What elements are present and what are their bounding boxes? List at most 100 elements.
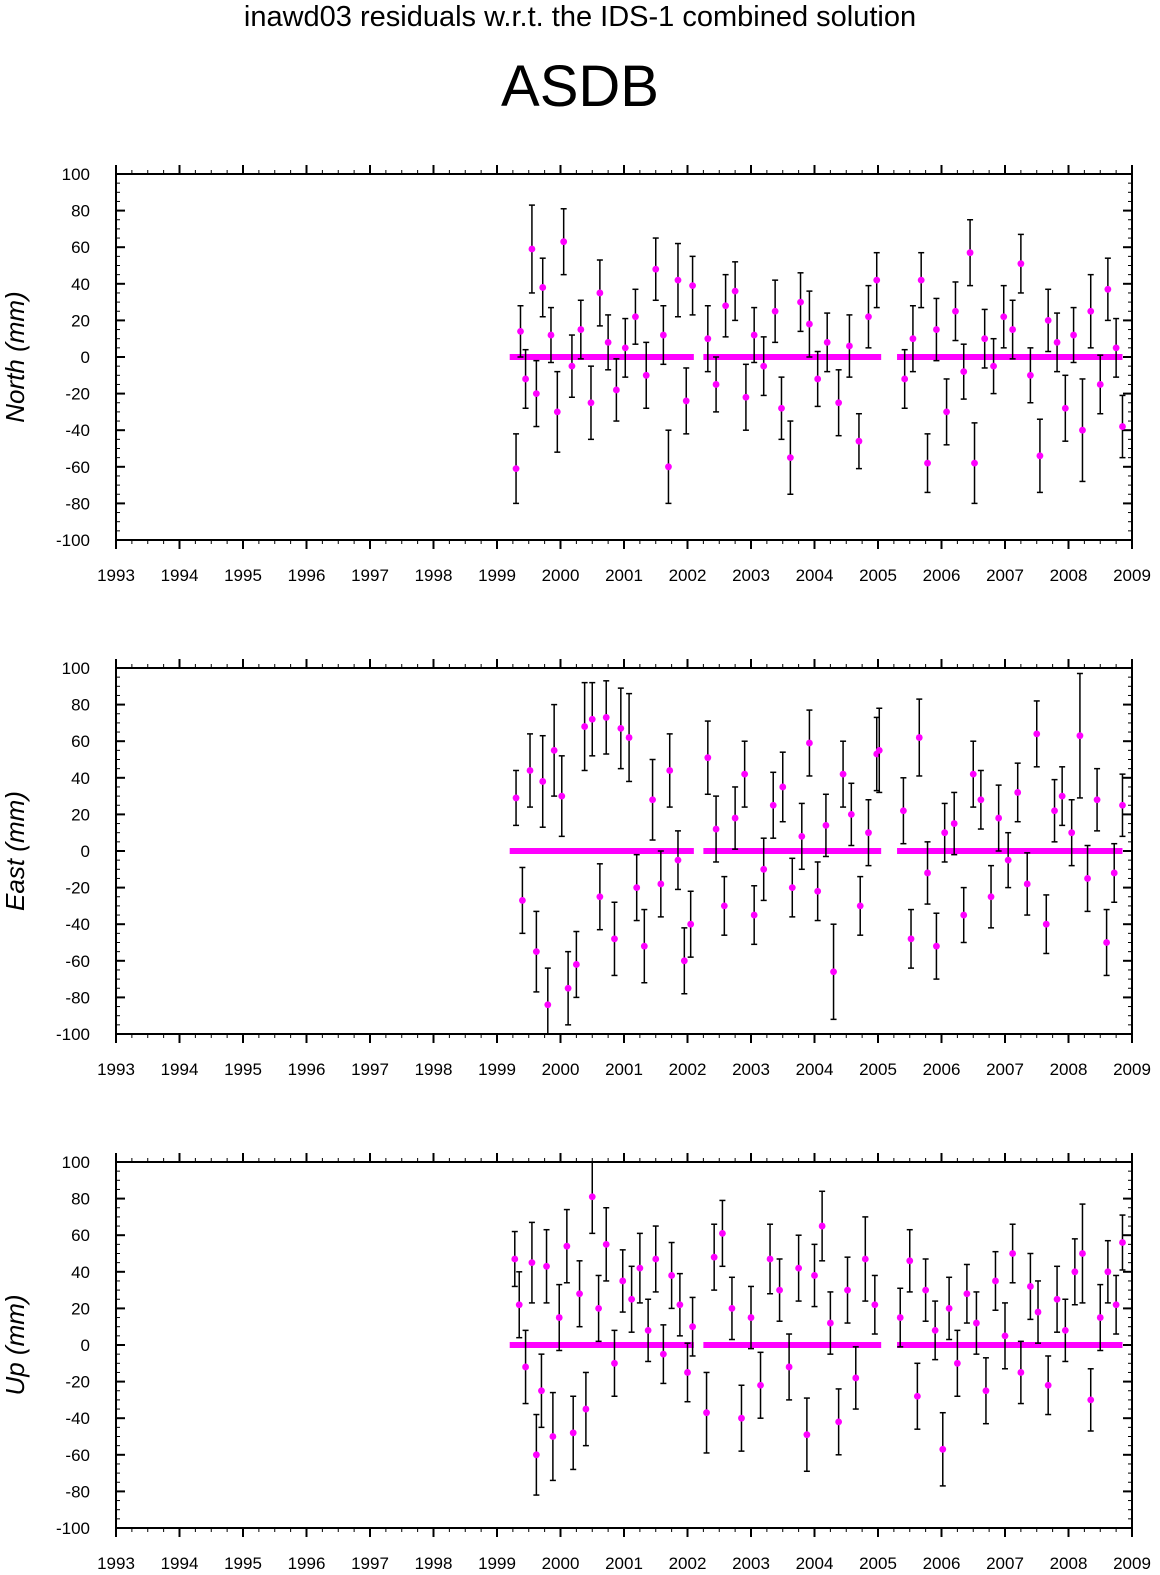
east-data-point <box>814 887 822 895</box>
north-data-point <box>917 276 925 284</box>
east-data-point <box>1023 880 1031 888</box>
east-xtick-label: 2006 <box>923 1060 961 1079</box>
up-data-point <box>1017 1369 1025 1376</box>
up-data-point <box>1061 1326 1069 1334</box>
north-data-point <box>742 393 750 401</box>
east-data-point <box>731 814 739 822</box>
up-xtick-label: 1998 <box>415 1554 453 1573</box>
east-data-point <box>875 746 883 754</box>
up-ytick-label: 40 <box>71 1263 90 1282</box>
east-xtick-label: 2007 <box>986 1060 1024 1079</box>
east-data-point <box>512 794 520 802</box>
up-data-point <box>569 1429 577 1437</box>
north-data-point <box>665 463 672 471</box>
north-data-point <box>901 375 909 383</box>
north-ytick-label: -40 <box>65 421 90 440</box>
north-ytick-label: -80 <box>65 494 90 513</box>
up-data-point <box>1009 1250 1017 1257</box>
up-data-point <box>1027 1283 1034 1290</box>
north-data-point <box>971 459 978 467</box>
east-data-point <box>1119 801 1126 809</box>
up-data-point <box>1044 1381 1052 1389</box>
east-data-point <box>847 811 855 818</box>
north-data-point <box>990 362 997 370</box>
up-data-point <box>528 1259 536 1267</box>
up-xtick-label: 2003 <box>732 1554 770 1573</box>
north-data-point <box>659 331 667 339</box>
north-ytick-label: -100 <box>56 531 90 550</box>
north-data-point <box>689 282 696 290</box>
east-data-point <box>741 770 749 778</box>
up-data-point <box>953 1359 961 1367</box>
east-data-point <box>625 734 633 741</box>
north-data-point <box>1053 338 1061 346</box>
north-ytick-label: 40 <box>71 275 90 294</box>
up-xtick-label: 2001 <box>605 1554 643 1573</box>
north-data-point <box>750 331 758 339</box>
east-data-point <box>611 935 618 943</box>
east-data-point <box>1110 869 1118 877</box>
east-xtick-label: 1996 <box>288 1060 326 1079</box>
north-data-point <box>797 298 804 306</box>
north-data-point <box>587 399 595 407</box>
north-data-point <box>924 459 931 467</box>
east-ytick-label: -40 <box>65 915 90 934</box>
east-data-point <box>865 829 872 837</box>
figure-suptitle: inawd03 residuals w.r.t. the IDS-1 combi… <box>243 1 917 33</box>
north-xtick-label: 1996 <box>288 566 326 585</box>
east-xtick-label: 2004 <box>796 1060 834 1079</box>
north-data-point <box>517 327 524 335</box>
up-ytick-label: -80 <box>65 1482 90 1501</box>
up-data-point <box>644 1326 652 1334</box>
east-data-point <box>856 902 864 910</box>
east-ytick-label: 0 <box>81 842 90 861</box>
up-data-point <box>973 1319 980 1327</box>
up-xtick-label: 2002 <box>669 1554 707 1573</box>
east-data-point <box>750 911 758 919</box>
east-data-point <box>539 778 547 785</box>
north-data-point <box>981 335 989 343</box>
up-data-point <box>1071 1268 1079 1276</box>
up-data-point <box>913 1392 921 1400</box>
up-data-point <box>543 1262 550 1270</box>
east-ytick-label: -80 <box>65 988 90 1007</box>
east-data-point <box>666 767 674 774</box>
north-xtick-label: 2000 <box>542 566 580 585</box>
east-data-point <box>704 754 712 762</box>
up-data-point <box>738 1414 745 1422</box>
east-data-point <box>769 801 777 809</box>
up-data-point <box>871 1301 879 1309</box>
figure-title: ASDB <box>501 54 659 119</box>
east-data-point <box>960 911 968 919</box>
east-ytick-label: 80 <box>71 696 90 715</box>
up-data-point <box>945 1305 953 1312</box>
north-data-point <box>1096 381 1104 388</box>
up-data-point <box>939 1445 947 1453</box>
east-ytick-label: -20 <box>65 879 90 898</box>
east-ylabel: East (mm) <box>0 791 30 911</box>
east-data-point <box>519 897 526 904</box>
east-data-point <box>596 893 604 901</box>
north-ytick-label: 80 <box>71 202 90 221</box>
east-data-point <box>822 821 830 829</box>
up-data-point <box>931 1326 939 1334</box>
north-xtick-label: 1997 <box>351 566 389 585</box>
up-xtick-label: 2004 <box>796 1554 834 1573</box>
north-data-point <box>1017 260 1025 268</box>
north-xtick-label: 2007 <box>986 566 1024 585</box>
east-xtick-label: 2009 <box>1113 1060 1151 1079</box>
up-ytick-label: 20 <box>71 1299 90 1318</box>
north-data-point <box>1044 317 1052 324</box>
east-data-point <box>581 723 589 730</box>
up-data-point <box>689 1323 696 1331</box>
east-data-point <box>900 807 907 815</box>
east-data-point <box>830 968 837 976</box>
north-data-point <box>539 284 547 291</box>
north-xtick-label: 1993 <box>97 566 135 585</box>
east-data-point <box>950 820 958 827</box>
north-data-point <box>722 302 729 310</box>
east-data-point <box>915 734 923 741</box>
east-data-point <box>564 984 572 992</box>
north-data-point <box>1079 426 1086 434</box>
up-data-point <box>852 1374 860 1382</box>
